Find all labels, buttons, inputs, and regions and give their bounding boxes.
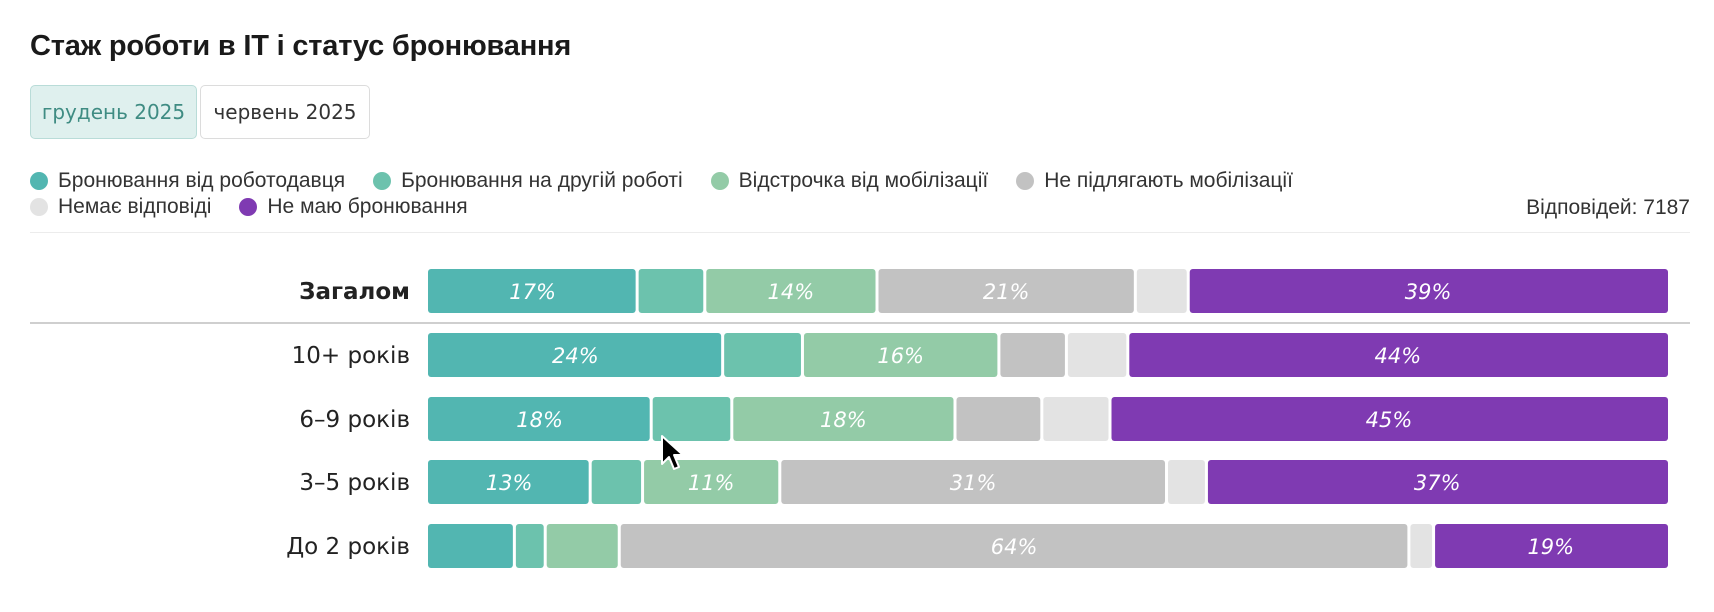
legend: Бронювання від роботодавця Бронювання на… bbox=[30, 168, 1690, 220]
legend-item-second-job-reservation: Бронювання на другій роботі bbox=[373, 169, 683, 193]
bar-segment[interactable] bbox=[644, 460, 779, 504]
bar-segment[interactable] bbox=[956, 397, 1041, 441]
data-label: 37% bbox=[1414, 471, 1461, 495]
legend-label: Не підлягають мобілізації bbox=[1044, 169, 1293, 192]
legend-label: Немає відповіді bbox=[58, 195, 212, 218]
tab-december-2025[interactable]: грудень 2025 bbox=[30, 85, 197, 139]
data-label: 64% bbox=[991, 535, 1038, 559]
bar-segment[interactable] bbox=[515, 524, 544, 568]
data-label: 31% bbox=[950, 471, 997, 495]
chart-title: Стаж роботи в IT і статус бронювання bbox=[30, 30, 572, 62]
mouse-pointer-icon bbox=[661, 435, 684, 470]
data-label: 44% bbox=[1375, 344, 1422, 368]
bar-segment[interactable] bbox=[724, 333, 801, 377]
tab-june-2025[interactable]: червень 2025 bbox=[200, 85, 370, 139]
bar-segment[interactable] bbox=[706, 269, 876, 313]
data-label: 19% bbox=[1527, 535, 1574, 559]
legend-row-2: Немає відповіді Не маю бронювання bbox=[30, 194, 1690, 220]
legend-label: Не маю бронювання bbox=[267, 195, 468, 218]
legend-item-employer-reservation: Бронювання від роботодавця bbox=[30, 169, 345, 193]
bar-segment[interactable] bbox=[428, 524, 513, 568]
bar-segment[interactable] bbox=[1129, 333, 1668, 377]
bar-segment[interactable] bbox=[781, 460, 1166, 504]
bar-segment[interactable] bbox=[652, 397, 731, 441]
row-label: До 2 років bbox=[286, 534, 410, 560]
legend-divider bbox=[30, 232, 1690, 233]
data-label: 45% bbox=[1366, 408, 1413, 432]
legend-dot-icon bbox=[1016, 172, 1035, 190]
bar-segment[interactable] bbox=[1410, 524, 1433, 568]
bar-segment[interactable] bbox=[428, 397, 650, 441]
legend-item-no-reservation: Не маю бронювання bbox=[239, 195, 468, 219]
row-label: Загалом bbox=[299, 279, 410, 305]
bar-segment[interactable] bbox=[546, 524, 618, 568]
bar-segment[interactable] bbox=[428, 460, 589, 504]
bar-segment[interactable] bbox=[1136, 269, 1187, 313]
legend-dot-icon bbox=[30, 172, 48, 190]
data-label: 24% bbox=[552, 344, 599, 368]
total-divider bbox=[30, 322, 1690, 324]
data-label: 21% bbox=[983, 280, 1030, 304]
row-label: 10+ років bbox=[292, 343, 410, 369]
bar-segment[interactable] bbox=[1067, 333, 1127, 377]
legend-row-1: Бронювання від роботодавця Бронювання на… bbox=[30, 168, 1690, 194]
data-label: 17% bbox=[509, 280, 556, 304]
legend-label: Бронювання від роботодавця bbox=[58, 169, 346, 192]
legend-label: Відстрочка від мобілізації bbox=[738, 169, 989, 192]
bar-segment[interactable] bbox=[428, 269, 636, 313]
bar-segment[interactable] bbox=[1189, 269, 1668, 313]
legend-item-deferment: Відстрочка від мобілізації bbox=[710, 169, 989, 193]
data-label: 39% bbox=[1405, 280, 1452, 304]
bar-segment[interactable] bbox=[878, 269, 1134, 313]
bar-segment[interactable] bbox=[1435, 524, 1668, 568]
legend-dot-icon bbox=[239, 198, 258, 216]
bar-segment[interactable] bbox=[428, 333, 722, 377]
bar-segment[interactable] bbox=[803, 333, 998, 377]
legend-label: Бронювання на другій роботі bbox=[401, 169, 683, 192]
bar-segment[interactable] bbox=[1000, 333, 1065, 377]
period-tabs: грудень 2025 червень 2025 bbox=[30, 85, 370, 139]
legend-dot-icon bbox=[30, 198, 48, 216]
bar-segment[interactable] bbox=[1111, 397, 1669, 441]
data-label: 18% bbox=[516, 408, 563, 432]
row-label: 3–5 років bbox=[299, 470, 410, 496]
data-label: 14% bbox=[768, 280, 815, 304]
data-label: 13% bbox=[486, 471, 533, 495]
legend-item-no-answer: Немає відповіді bbox=[30, 195, 211, 219]
bar-segment[interactable] bbox=[591, 460, 642, 504]
bar-segment[interactable] bbox=[1207, 460, 1668, 504]
legend-item-not-subject: Не підлягають мобілізації bbox=[1016, 169, 1293, 193]
bar-segment[interactable] bbox=[1043, 397, 1109, 441]
responses-count: Відповідей: 7187 bbox=[1526, 196, 1690, 219]
row-label: 6–9 років bbox=[299, 407, 410, 433]
legend-dot-icon bbox=[373, 172, 392, 190]
data-label: 18% bbox=[820, 408, 867, 432]
data-label: 16% bbox=[877, 344, 924, 368]
bar-segment[interactable] bbox=[733, 397, 954, 441]
bar-segment[interactable] bbox=[620, 524, 1408, 568]
data-label: 11% bbox=[688, 471, 735, 495]
bar-segment[interactable] bbox=[638, 269, 704, 313]
legend-dot-icon bbox=[710, 172, 729, 190]
bar-segment[interactable] bbox=[1168, 460, 1205, 504]
